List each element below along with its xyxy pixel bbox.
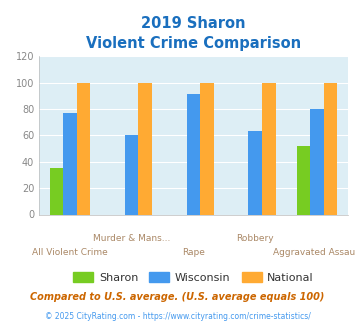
Bar	[310, 109, 324, 214]
Text: Rape: Rape	[182, 248, 205, 257]
Text: Murder & Mans...: Murder & Mans...	[93, 234, 170, 243]
Bar	[324, 82, 337, 214]
Bar	[125, 135, 138, 214]
Text: Compared to U.S. average. (U.S. average equals 100): Compared to U.S. average. (U.S. average …	[30, 292, 325, 302]
Bar	[297, 146, 310, 214]
Text: All Violent Crime: All Violent Crime	[32, 248, 108, 257]
Text: Robbery: Robbery	[236, 234, 274, 243]
Bar	[138, 82, 152, 214]
Text: Aggravated Assault: Aggravated Assault	[273, 248, 355, 257]
Bar	[248, 131, 262, 214]
Bar	[200, 82, 214, 214]
Bar	[187, 94, 200, 214]
Bar	[77, 82, 90, 214]
Bar	[63, 113, 77, 214]
Bar	[262, 82, 275, 214]
Legend: Sharon, Wisconsin, National: Sharon, Wisconsin, National	[69, 268, 318, 287]
Text: © 2025 CityRating.com - https://www.cityrating.com/crime-statistics/: © 2025 CityRating.com - https://www.city…	[45, 312, 310, 321]
Bar	[50, 168, 63, 214]
Title: 2019 Sharon
Violent Crime Comparison: 2019 Sharon Violent Crime Comparison	[86, 16, 301, 51]
